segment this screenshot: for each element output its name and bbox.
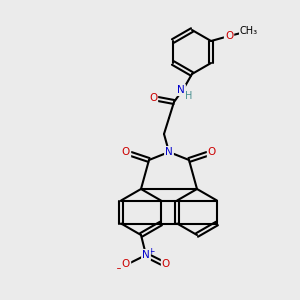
Text: −: − — [116, 264, 124, 274]
Text: N: N — [177, 85, 185, 95]
Text: +: + — [147, 247, 155, 256]
Text: O: O — [162, 259, 170, 269]
Text: O: O — [122, 147, 130, 157]
Text: N: N — [165, 147, 173, 157]
Text: O: O — [149, 93, 157, 103]
Text: O: O — [122, 259, 130, 269]
Text: O: O — [208, 147, 216, 157]
Text: H: H — [185, 91, 193, 101]
Text: CH₃: CH₃ — [240, 26, 258, 36]
Text: N: N — [142, 250, 150, 260]
Text: O: O — [225, 31, 233, 41]
